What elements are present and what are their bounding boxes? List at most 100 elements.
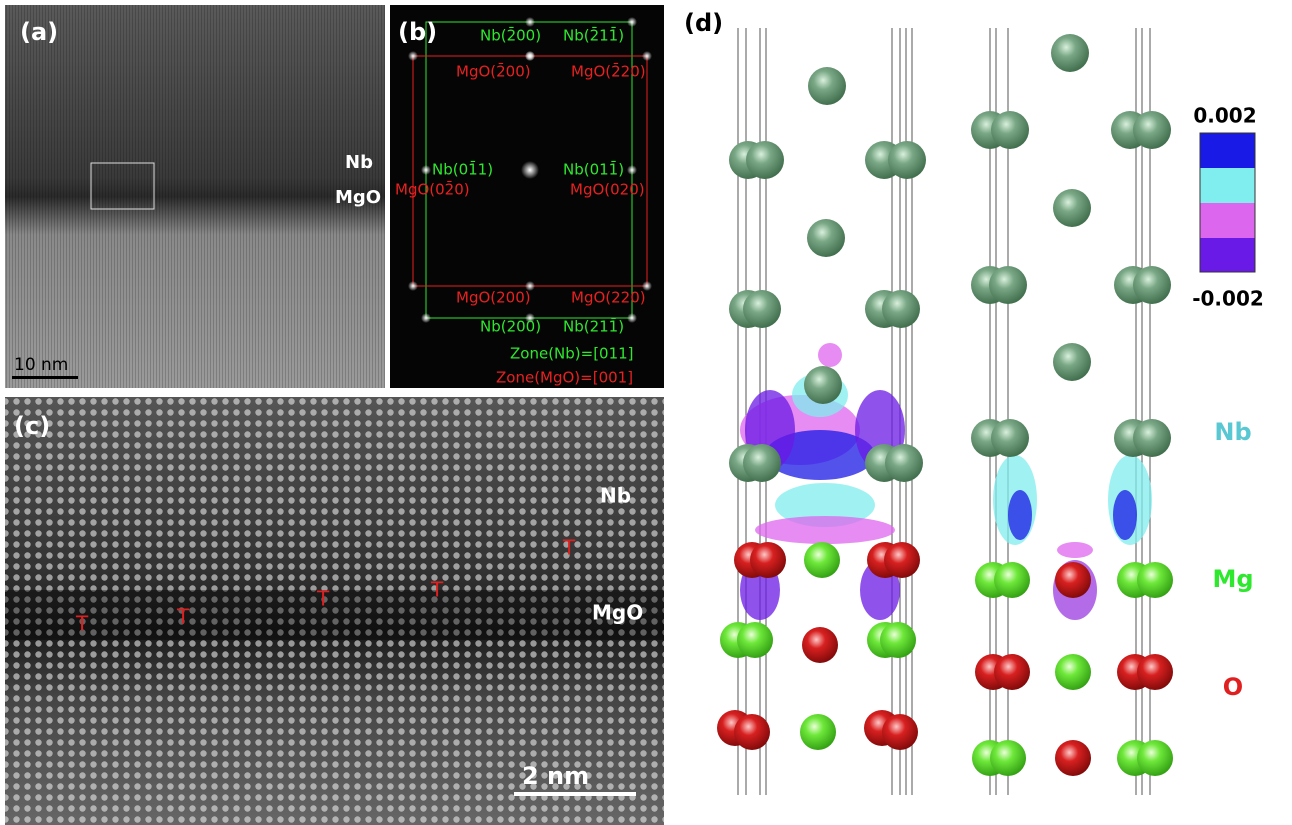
scale-bar: [514, 792, 636, 796]
diffraction-spot: [525, 17, 535, 27]
zoom-box: [90, 162, 155, 210]
atom: [743, 290, 781, 328]
spot-label: Nb(211̄): [563, 317, 624, 336]
dislocation-mark: T: [176, 605, 190, 629]
atom: [1133, 419, 1171, 457]
diffraction-spot: [642, 51, 652, 61]
spot-label: MgO(2̄00): [456, 62, 531, 81]
colorbar-frame: [1199, 132, 1256, 273]
charge-isosurface: [1113, 490, 1137, 540]
species-label: O: [1223, 673, 1243, 701]
atom: [1137, 740, 1173, 776]
atom: [746, 141, 784, 179]
central-spot: [521, 161, 539, 179]
phase-label: MgO: [335, 187, 381, 208]
diffraction-spot: [408, 281, 418, 291]
panel-d: (d) 0.002 -0.002 Nb Mg O: [684, 9, 1264, 795]
atom: [734, 714, 770, 750]
atom: [737, 622, 773, 658]
diffraction-spot: [525, 313, 535, 323]
spot-label: MgO(200): [456, 289, 531, 307]
zone-label: Zone(MgO)=[001]: [496, 369, 633, 387]
atom: [1051, 34, 1089, 72]
phase-label: Nb: [345, 152, 373, 173]
atom: [994, 654, 1030, 690]
colorbar-band: [1200, 168, 1255, 203]
diffraction-spot: [525, 51, 535, 61]
atom: [1055, 562, 1091, 598]
diffraction-image: [390, 5, 664, 388]
atom: [989, 266, 1027, 304]
atom: [1137, 654, 1173, 690]
spot-label: Nb(011̄): [563, 160, 624, 179]
panel-b: (b) Nb(2̄00) Nb(2̄11̄) MgO(2̄00) MgO(2̄2…: [390, 5, 664, 388]
atom: [807, 219, 845, 257]
atom: [1055, 654, 1091, 690]
charge-isosurface: [1057, 542, 1093, 558]
atom: [750, 542, 786, 578]
dislocation-mark: T: [75, 612, 89, 636]
atom: [882, 290, 920, 328]
interface-band: [5, 590, 664, 640]
scale-bar-label: 10 nm: [14, 355, 68, 375]
colorbar-band: [1200, 238, 1255, 272]
atom: [990, 740, 1026, 776]
spot-label: Nb(2̄00): [480, 26, 541, 45]
atom: [804, 366, 842, 404]
dislocation-mark: T: [430, 578, 444, 602]
atom: [804, 542, 840, 578]
spot-label: Nb(200): [480, 318, 541, 336]
atom: [880, 622, 916, 658]
dislocation-mark: T: [316, 587, 330, 611]
colorbar-label: -0.002: [1192, 287, 1264, 311]
atom: [888, 141, 926, 179]
spot-label: MgO(2̄20): [571, 62, 646, 81]
charge-isosurface: [818, 343, 842, 367]
atom: [1137, 562, 1173, 598]
phase-label: MgO: [592, 601, 643, 625]
spot-label: MgO(220): [571, 289, 646, 307]
zone-label: Zone(Nb)=[011]: [510, 345, 634, 363]
panel-label: (b): [398, 18, 437, 46]
colorbar-label: 0.002: [1193, 104, 1256, 128]
atom: [1133, 266, 1171, 304]
atom: [800, 714, 836, 750]
diffraction-spot: [421, 165, 431, 175]
atom: [802, 627, 838, 663]
atom: [884, 542, 920, 578]
colorbar-band: [1200, 133, 1255, 168]
atom: [994, 562, 1030, 598]
spot-label: Nb(01̄1): [432, 160, 493, 179]
diffraction-spot: [627, 165, 637, 175]
spot-label: MgO(020): [570, 181, 645, 199]
charge-isosurface: [1008, 490, 1032, 540]
species-label: Nb: [1214, 418, 1251, 446]
atom: [991, 419, 1029, 457]
panel-c: (c) Nb MgO T T T T T T 2 nm: [5, 397, 664, 825]
diffraction-spot: [421, 313, 431, 323]
spot-label: Nb(2̄11̄): [563, 26, 624, 45]
diffraction-spot: [525, 281, 535, 291]
diffraction-spot: [627, 17, 637, 27]
lattice-texture: [5, 5, 385, 388]
diffraction-spot: [642, 281, 652, 291]
atom: [1053, 189, 1091, 227]
atom: [885, 444, 923, 482]
atom: [1055, 740, 1091, 776]
spot-label: MgO(02̄0): [395, 180, 470, 199]
charge-isosurface: [755, 516, 895, 544]
atom: [882, 714, 918, 750]
diffraction-spot: [408, 51, 418, 61]
atom: [1133, 111, 1171, 149]
species-label: Mg: [1212, 565, 1253, 593]
diffraction-spot: [627, 313, 637, 323]
panel-label: (a): [20, 18, 58, 46]
phase-label: Nb: [600, 484, 631, 508]
panel-label: (c): [14, 412, 50, 440]
scale-bar: [12, 376, 78, 379]
colorbar-band: [1200, 203, 1255, 238]
atom: [991, 111, 1029, 149]
atom: [808, 67, 846, 105]
atom: [1053, 343, 1091, 381]
